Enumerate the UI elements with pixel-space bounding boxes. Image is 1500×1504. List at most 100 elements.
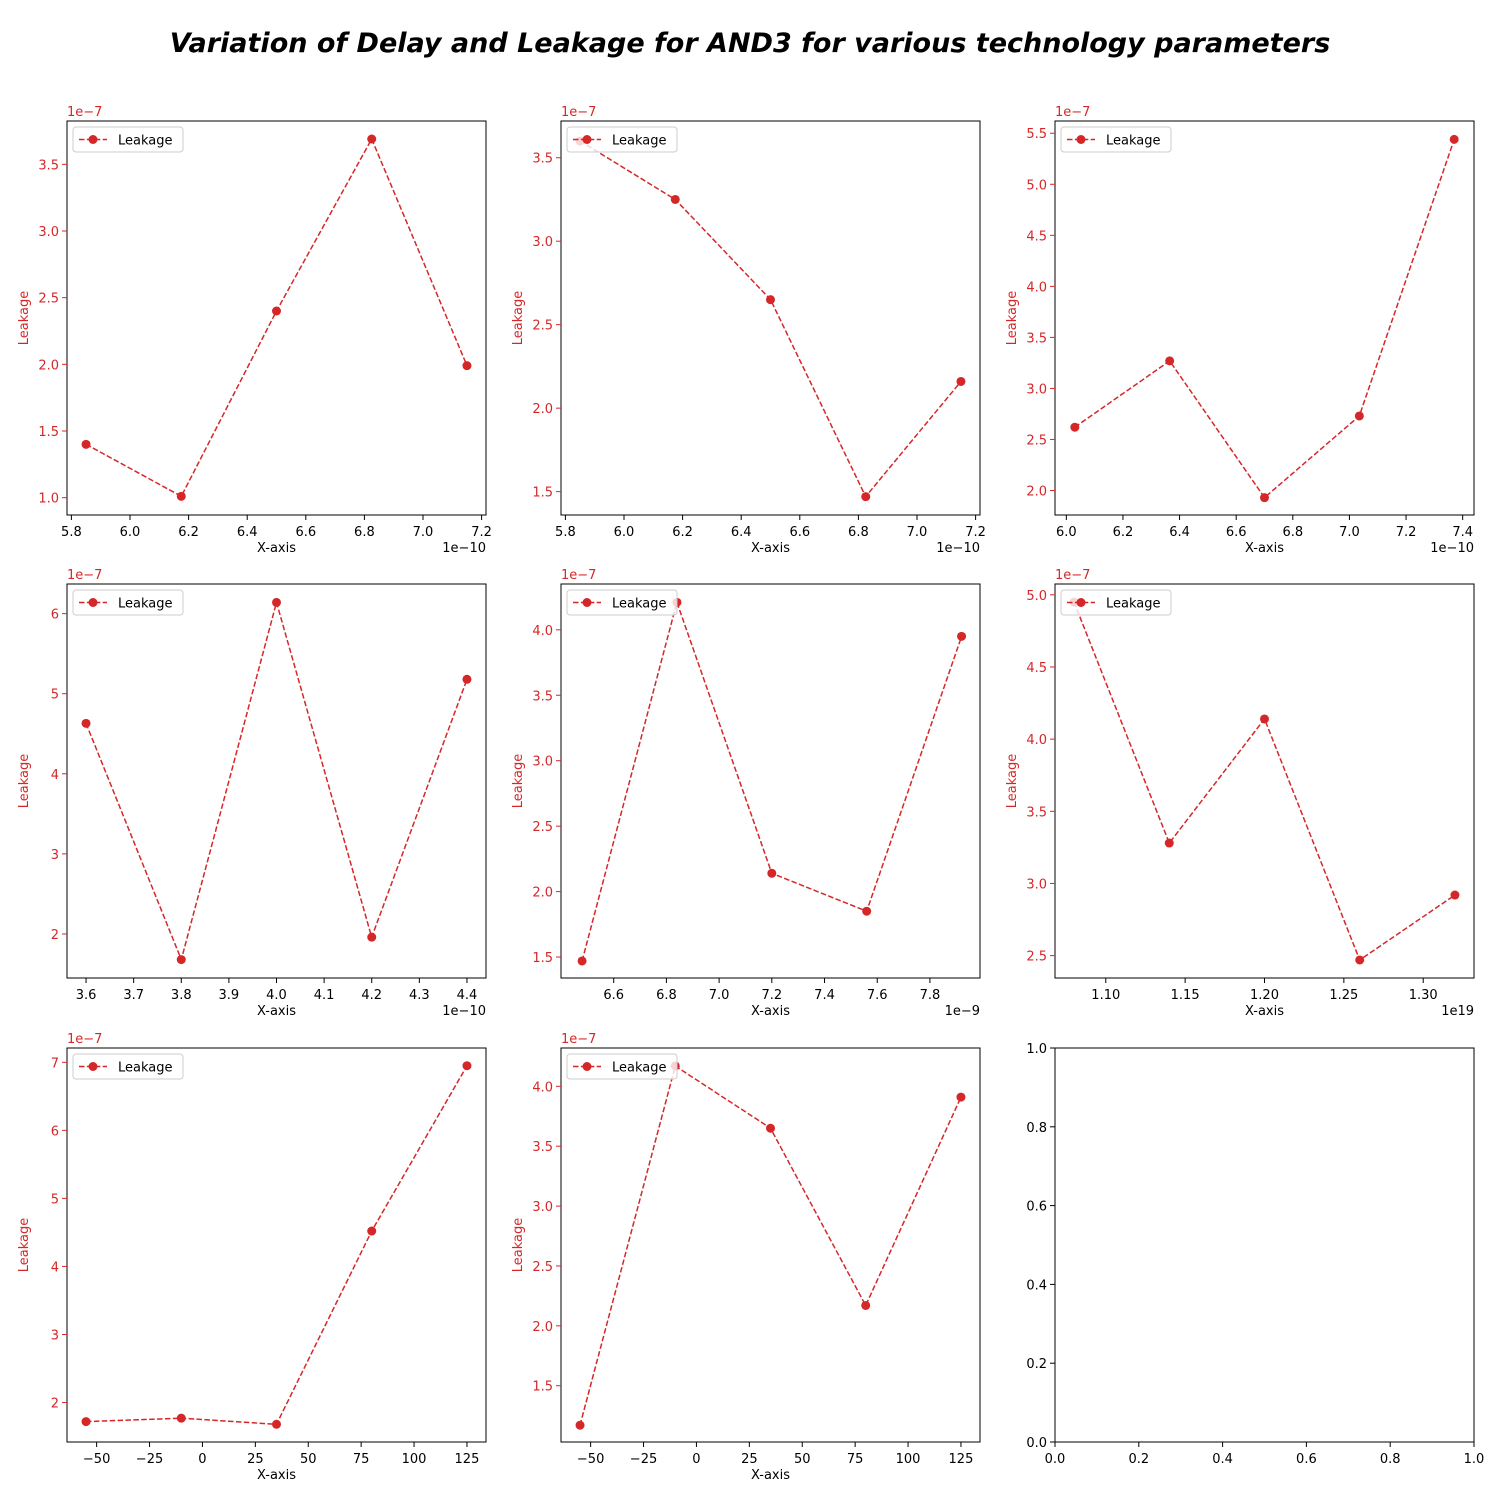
- data-point: [462, 1061, 472, 1071]
- data-point: [861, 1300, 871, 1310]
- x-axis-label: X-axis: [751, 1468, 790, 1483]
- y-tick-label: 4.0: [1026, 733, 1047, 748]
- x-tick-label: 6.2: [1113, 525, 1134, 540]
- subplot-3: 6.0 6.2 6.4 6.6 6.8 7.0 7.2 7.4 2.0 2.5 3.0 3.5 4.0 4…: [1005, 105, 1475, 556]
- data-point: [367, 932, 377, 942]
- x-tick-label: 6.2: [672, 525, 693, 540]
- y-offset-text: 1e−7: [1055, 568, 1090, 583]
- data-point: [861, 492, 871, 502]
- y-tick-label: 4.5: [1026, 229, 1047, 244]
- y-tick-label: 2.5: [532, 1260, 553, 1275]
- series-line-leakage: [579, 1064, 962, 1426]
- x-tick-label: 1.15: [1171, 988, 1200, 1003]
- legend-box: [72, 589, 184, 616]
- x-tick-label: −25: [136, 1452, 163, 1467]
- y-tick-label: 4: [51, 768, 59, 783]
- data-point: [176, 1413, 186, 1423]
- legend-marker-icon: [582, 598, 592, 607]
- x-tick-label: −50: [577, 1452, 604, 1467]
- x-tick-label: 1.10: [1091, 988, 1120, 1003]
- x-tick-label: 7.6: [867, 988, 888, 1003]
- x-tick-label: 7.0: [709, 988, 730, 1003]
- data-point: [1260, 714, 1269, 724]
- legend-box: [72, 126, 184, 153]
- data-point: [1260, 493, 1269, 503]
- series-line-leakage: [581, 599, 963, 962]
- data-point: [766, 295, 775, 305]
- y-tick-label: 2.5: [1026, 950, 1047, 965]
- x-tick-label: 125: [949, 1452, 974, 1467]
- y-tick-label: 2.0: [532, 1320, 553, 1335]
- y-tick-label: 0.2: [1026, 1357, 1047, 1372]
- plot-frame: [66, 120, 487, 516]
- legend-label: Leakage: [612, 134, 667, 149]
- x-tick-label: 4.2: [361, 988, 382, 1003]
- x-tick-label: 7.0: [907, 525, 928, 540]
- y-tick-label: 2.5: [1026, 433, 1047, 448]
- legend-box: [72, 1053, 184, 1080]
- y-tick-label: 7: [51, 1056, 59, 1071]
- y-tick-label: 1.0: [1026, 1042, 1047, 1057]
- x-tick-label: 75: [353, 1452, 370, 1467]
- x-tick-label: 6.8: [848, 525, 869, 540]
- data-point: [670, 194, 680, 204]
- y-tick-label: 5: [51, 1192, 59, 1207]
- legend-marker-icon: [582, 1062, 592, 1071]
- x-tick-label: 7.2: [1396, 525, 1417, 540]
- y-offset-text: 1e−7: [561, 568, 596, 583]
- data-point: [577, 956, 587, 966]
- series-line-leakage: [1073, 601, 1456, 962]
- x-tick-label: 25: [741, 1452, 758, 1467]
- y-offset-text: 1e−7: [561, 105, 596, 120]
- y-tick-label: 1.5: [532, 486, 553, 501]
- y-tick-label: 1.5: [532, 951, 553, 966]
- legend-marker-icon: [1076, 135, 1086, 144]
- legend-marker-icon: [582, 135, 592, 144]
- y-tick-label: 3.0: [532, 755, 553, 770]
- x-tick-label: 6.6: [789, 525, 810, 540]
- plot-frame: [1054, 1047, 1475, 1443]
- x-offset-text: 1e−10: [442, 541, 486, 556]
- y-tick-label: 2.5: [532, 319, 553, 334]
- x-axis-label: X-axis: [257, 1468, 296, 1483]
- legend-label: Leakage: [612, 597, 667, 612]
- legend-box: [1060, 589, 1172, 616]
- y-tick-label: 2.5: [532, 820, 553, 835]
- subplot-8: −50 −25 0 25 50 75 100 125 1.5 2.0 2.5 3.0 3.5 4.0 X-a…: [511, 1032, 981, 1483]
- x-tick-label: 0.0: [1045, 1452, 1066, 1467]
- y-tick-label: 2.5: [38, 292, 59, 307]
- y-tick-label: 1.0: [38, 492, 59, 507]
- data-point: [176, 955, 186, 965]
- y-tick-label: 3.5: [532, 152, 553, 167]
- x-tick-label: 0.6: [1296, 1452, 1317, 1467]
- y-axis-label: Leakage: [17, 754, 32, 809]
- x-tick-label: 0.4: [1212, 1452, 1233, 1467]
- x-tick-label: 6.2: [178, 525, 199, 540]
- y-tick-label: 4.0: [532, 1080, 553, 1095]
- x-tick-label: 1.25: [1329, 988, 1358, 1003]
- y-tick-label: 5.5: [1026, 127, 1047, 142]
- x-tick-label: 6.8: [354, 525, 375, 540]
- legend-label: Leakage: [118, 134, 173, 149]
- x-axis-label: X-axis: [1245, 1004, 1284, 1019]
- y-offset-text: 1e−7: [1055, 105, 1090, 120]
- x-tick-label: 5.8: [555, 525, 576, 540]
- x-tick-label: 4.0: [266, 988, 287, 1003]
- x-tick-label: 3.8: [171, 988, 192, 1003]
- data-point: [1450, 890, 1460, 900]
- x-tick-label: −25: [630, 1452, 657, 1467]
- data-point: [1354, 411, 1364, 421]
- data-point: [81, 439, 91, 449]
- data-point: [1449, 134, 1459, 144]
- data-point: [957, 631, 967, 641]
- y-tick-label: 3.5: [532, 689, 553, 704]
- y-tick-label: 2.0: [1026, 485, 1047, 500]
- x-tick-label: 0.2: [1128, 1452, 1149, 1467]
- x-tick-label: 7.0: [413, 525, 434, 540]
- data-point: [1070, 422, 1080, 432]
- data-point: [862, 906, 872, 916]
- y-tick-label: 3.5: [532, 1140, 553, 1155]
- legend-box: [1060, 126, 1172, 153]
- x-tick-label: 7.8: [920, 988, 941, 1003]
